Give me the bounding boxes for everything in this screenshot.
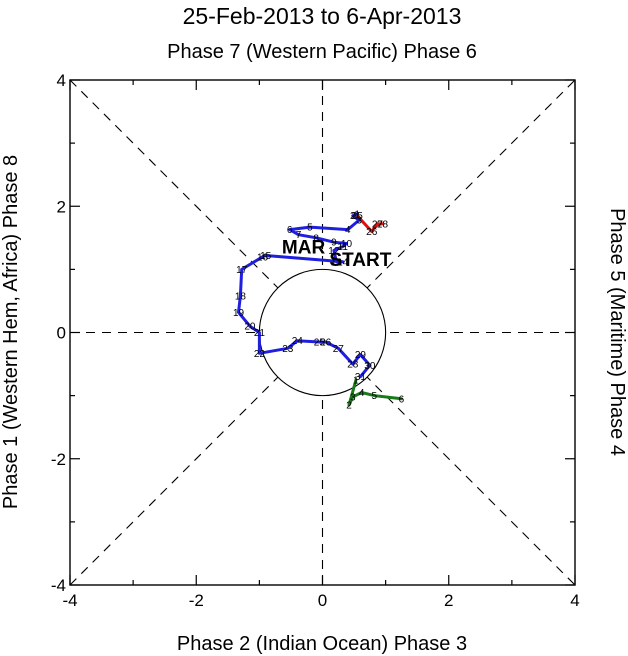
day-label: 22	[254, 349, 266, 360]
y-axis-label-right: Phase 5 (Maritime) Phase 4	[606, 208, 628, 456]
day-label: 7	[296, 230, 302, 241]
chart-title: 25-Feb-2013 to 6-Apr-2013	[183, 3, 462, 29]
day-label: 27	[333, 344, 345, 355]
day-label: 18	[235, 291, 247, 302]
day-label: 29	[355, 350, 367, 361]
day-label: 4	[359, 388, 365, 399]
day-label: 4	[345, 225, 351, 236]
day-label: 30	[364, 361, 376, 372]
day-label: 24	[292, 336, 304, 347]
day-label: 14	[337, 257, 349, 268]
x-tick-label: -4	[62, 591, 77, 610]
day-label: 2	[346, 401, 352, 412]
day-label: 10	[341, 239, 353, 250]
y-tick-label: 0	[57, 324, 66, 343]
day-label: 2	[350, 211, 356, 222]
y-tick-label: 4	[57, 71, 66, 90]
x-axis-label: Phase 2 (Indian Ocean) Phase 3	[177, 633, 467, 655]
unit-circle	[258, 268, 387, 397]
day-label: 1	[353, 375, 359, 386]
x-tick-label: 4	[570, 591, 579, 610]
day-label: 28	[377, 219, 389, 230]
day-label: 1	[354, 209, 360, 220]
day-label: 5	[307, 223, 313, 234]
day-label: 12	[328, 246, 340, 257]
day-label: 20	[244, 322, 256, 333]
annotation-label: START	[329, 250, 391, 271]
day-label: 28	[347, 360, 359, 371]
day-label: 25	[352, 211, 364, 222]
annotation-label: MAR	[282, 238, 326, 259]
day-label: 13	[331, 257, 343, 268]
day-label: 31	[355, 372, 367, 383]
day-label: 25	[314, 337, 326, 348]
x-tick-label: 0	[318, 591, 327, 610]
x-tick-label: 2	[444, 591, 453, 610]
y-tick-label: -2	[51, 450, 66, 469]
day-label: 26	[320, 337, 332, 348]
series-line-2	[347, 378, 403, 407]
chart-subtitle: Phase 7 (Western Pacific) Phase 6	[167, 41, 477, 63]
x-tick-label: -2	[189, 591, 204, 610]
series-line-0	[355, 214, 384, 233]
day-label: 21	[254, 328, 266, 339]
day-label: 19	[233, 308, 245, 319]
day-label: 23	[282, 344, 294, 355]
day-label: 6	[399, 394, 405, 405]
day-label: 15	[260, 251, 272, 262]
day-label: 5	[371, 391, 377, 402]
day-label: 3	[350, 392, 356, 403]
day-label: 9	[331, 238, 337, 249]
day-label: 11	[338, 242, 349, 253]
day-label: 8	[313, 233, 319, 244]
y-tick-label: -4	[51, 576, 66, 595]
day-label: 17	[236, 265, 248, 276]
day-label: 6	[287, 225, 293, 236]
y-axis-label-left: Phase 1 (Western Hem, Africa) Phase 8	[0, 155, 22, 509]
day-label: 26	[366, 227, 378, 238]
series-line-1	[237, 212, 372, 379]
day-label: 16	[257, 252, 269, 263]
day-label: 3	[356, 216, 362, 227]
day-label: 27	[372, 219, 384, 230]
y-tick-label: 2	[57, 197, 66, 216]
